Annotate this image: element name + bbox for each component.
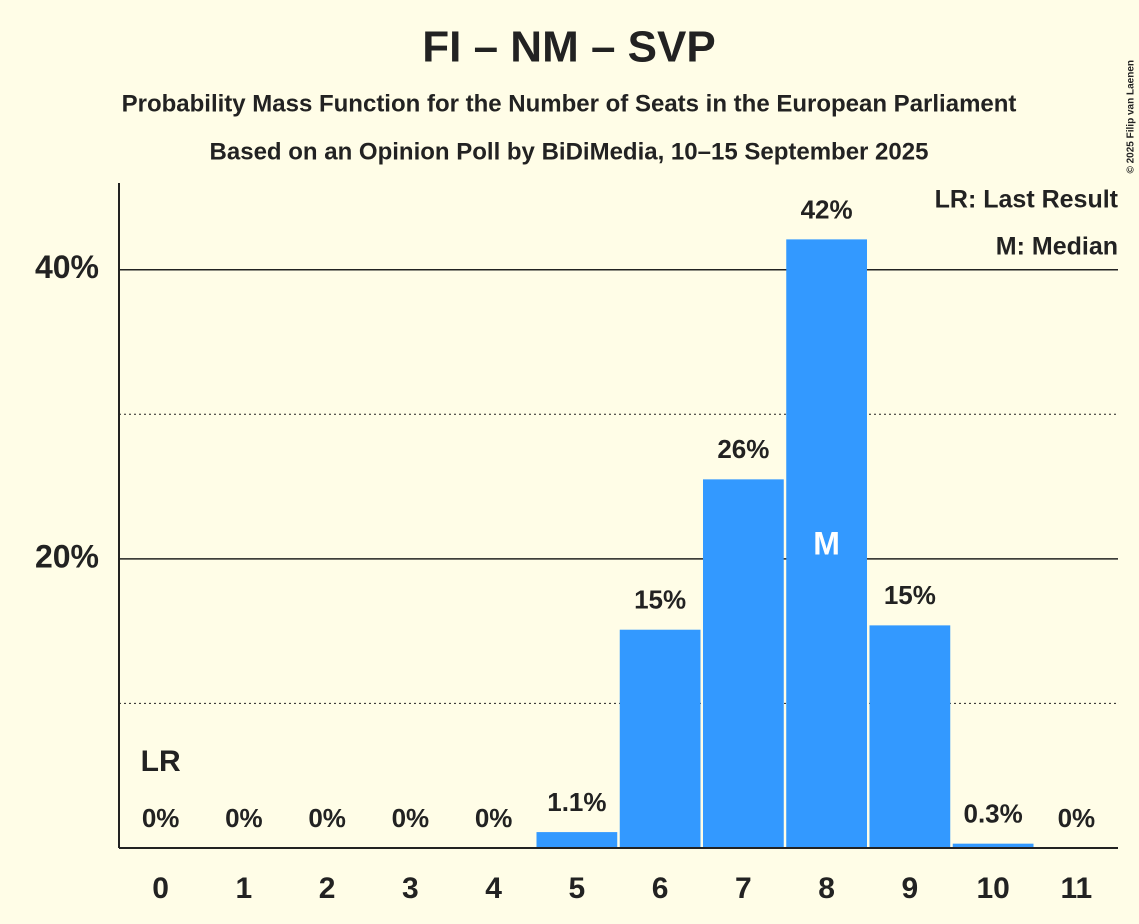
value-label: 0% (1058, 803, 1096, 833)
x-tick-label: 2 (319, 872, 336, 905)
value-label: 42% (801, 194, 853, 224)
bar (536, 832, 618, 848)
y-tick-label: 40% (35, 249, 99, 285)
x-tick-label: 10 (976, 872, 1009, 905)
value-label: 26% (717, 434, 769, 464)
bar (786, 239, 868, 848)
legend-entry: M: Median (996, 233, 1118, 261)
x-tick-label: 3 (402, 872, 419, 905)
chart-subtitle: Based on an Opinion Poll by BiDiMedia, 1… (210, 138, 929, 165)
x-tick-label: 7 (735, 872, 752, 905)
x-tick-label: 8 (818, 872, 835, 905)
last-result-marker: LR (141, 745, 181, 778)
x-tick-label: 6 (652, 872, 669, 905)
x-tick-label: 9 (902, 872, 919, 905)
bar (952, 843, 1034, 848)
copyright: © 2025 Filip van Laenen (1126, 60, 1137, 174)
x-tick-label: 4 (485, 872, 502, 905)
chart-subtitle: Probability Mass Function for the Number… (122, 90, 1017, 117)
value-label: 0% (225, 803, 263, 833)
x-tick-label: 5 (569, 872, 586, 905)
bar (619, 629, 701, 848)
value-label: 0% (308, 803, 346, 833)
value-label: 0% (475, 803, 513, 833)
value-label: 0% (142, 803, 180, 833)
bar (869, 625, 951, 848)
x-tick-label: 0 (152, 872, 169, 905)
median-marker: M (813, 525, 840, 561)
value-label: 15% (634, 585, 686, 615)
value-label: 0% (392, 803, 430, 833)
value-label: 15% (884, 580, 936, 610)
chart-title: FI – NM – SVP (422, 23, 715, 72)
x-tick-label: 11 (1061, 872, 1093, 905)
value-label: 0.3% (963, 799, 1022, 829)
y-tick-label: 20% (35, 538, 99, 574)
value-label: 1.1% (547, 787, 606, 817)
bar (702, 479, 784, 848)
x-tick-label: 1 (236, 872, 253, 905)
legend-entry: LR: Last Result (935, 186, 1119, 214)
